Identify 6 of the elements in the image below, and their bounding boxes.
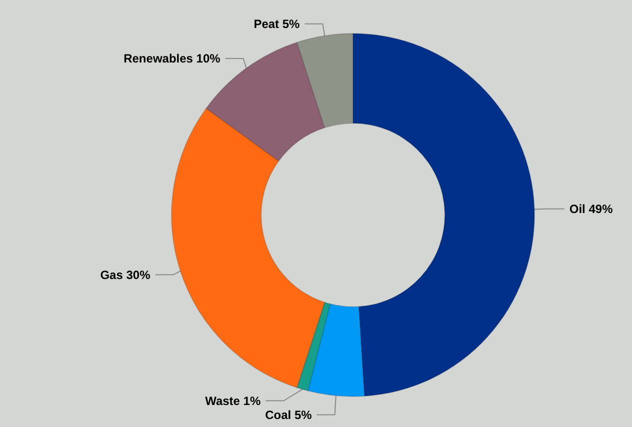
slice-label: Renewables 10% — [124, 51, 221, 66]
slice-label: Gas 30% — [100, 268, 151, 282]
slice-label: Waste 1% — [205, 394, 261, 408]
slice-label: Oil 49% — [569, 202, 614, 216]
slice-label: Peat 5% — [254, 16, 300, 31]
slice-label: Coal 5% — [265, 408, 312, 422]
